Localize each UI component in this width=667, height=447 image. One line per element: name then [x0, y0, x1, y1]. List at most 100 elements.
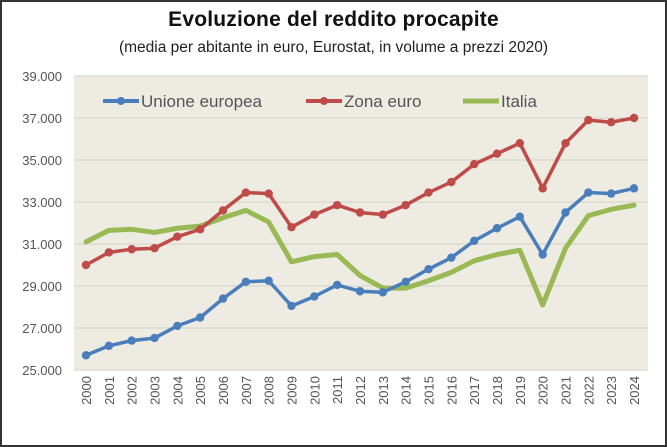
data-point — [355, 287, 365, 296]
data-point — [561, 208, 570, 217]
chart-subtitle: (media per abitante in euro, Eurostat, i… — [118, 39, 549, 56]
data-point — [401, 200, 410, 210]
data-point — [447, 253, 456, 262]
data-point — [218, 294, 228, 303]
x-tick-label: 2005 — [193, 376, 208, 405]
x-tick-label: 2004 — [170, 376, 185, 405]
y-tick-label: 25.000 — [22, 363, 62, 378]
data-point — [264, 189, 273, 198]
x-tick-label: 2016 — [444, 376, 459, 405]
data-point — [606, 189, 616, 198]
data-point — [538, 184, 547, 193]
data-point — [469, 236, 479, 246]
series-italia — [83, 202, 637, 308]
series-unione-europea — [81, 184, 639, 360]
chart-title: Evoluzione del reddito procapite — [168, 8, 499, 31]
data-point — [310, 292, 319, 301]
data-point — [629, 184, 639, 193]
data-point — [264, 276, 273, 285]
x-tick-label: 2012 — [353, 376, 368, 405]
data-point — [561, 139, 570, 148]
legend-item-unione-europea: Unione europea — [103, 92, 263, 111]
data-point — [127, 245, 136, 254]
data-point — [492, 224, 502, 233]
x-axis: 2000 2001 2002 2003 2004 2005 2006 2007 2008 2009… — [79, 376, 642, 405]
x-tick-label: 2010 — [307, 376, 322, 405]
x-tick-label: 2024 — [627, 376, 642, 405]
y-tick-label: 27.000 — [22, 321, 62, 336]
y-tick-label: 29.000 — [22, 279, 62, 294]
x-tick-label: 2006 — [216, 376, 231, 405]
data-point — [81, 351, 91, 360]
data-point — [332, 280, 342, 290]
x-tick-label: 2023 — [604, 376, 619, 405]
data-point — [401, 277, 410, 286]
data-point — [378, 210, 388, 219]
x-tick-label: 2020 — [536, 376, 551, 405]
y-tick-label: 35.000 — [22, 153, 62, 168]
data-point — [584, 115, 593, 125]
data-point — [378, 288, 388, 297]
x-tick-label: 2001 — [102, 376, 117, 405]
data-point — [218, 206, 228, 215]
x-tick-label: 2015 — [422, 376, 437, 405]
data-point — [469, 160, 479, 169]
data-point — [287, 223, 296, 232]
data-point — [584, 188, 593, 197]
x-tick-label: 2017 — [467, 376, 482, 405]
x-tick-label: 2003 — [148, 376, 163, 405]
data-point — [150, 244, 159, 253]
data-point — [241, 277, 251, 286]
data-point — [447, 177, 456, 187]
data-point — [173, 232, 182, 241]
x-tick-label: 2014 — [399, 376, 414, 405]
x-tick-label: 2009 — [285, 376, 300, 405]
legend: Unione europea Zona euro Italia — [103, 92, 537, 111]
legend-label: Italia — [501, 92, 537, 111]
data-point — [195, 313, 205, 322]
x-tick-label: 2022 — [581, 376, 596, 405]
x-tick-label: 2013 — [376, 376, 391, 405]
legend-item-italia: Italia — [463, 92, 537, 111]
data-point — [629, 113, 639, 123]
y-axis: 25.000 27.000 29.000 31.000 33.000 35.000 37.0… — [22, 69, 62, 378]
legend-label: Zona euro — [344, 92, 422, 111]
data-point — [173, 321, 182, 331]
data-point — [241, 188, 251, 197]
x-tick-label: 2019 — [513, 376, 528, 405]
data-point — [355, 208, 365, 217]
y-tick-label: 37.000 — [22, 111, 62, 126]
y-tick-label: 31.000 — [22, 237, 62, 252]
data-point — [332, 200, 342, 210]
y-tick-label: 39.000 — [22, 69, 62, 84]
data-point — [606, 118, 616, 127]
series-line-italia — [83, 202, 637, 308]
data-point — [515, 139, 525, 148]
x-tick-label: 2021 — [559, 376, 574, 405]
x-tick-label: 2008 — [262, 376, 277, 405]
data-point — [287, 301, 296, 311]
data-point — [515, 212, 525, 221]
data-point — [424, 265, 433, 274]
data-point — [104, 341, 114, 351]
series-lines — [81, 113, 639, 360]
data-point — [104, 248, 114, 257]
data-point — [127, 336, 136, 345]
data-point — [81, 260, 91, 270]
legend-marker — [320, 97, 328, 105]
data-point — [310, 210, 319, 219]
legend-marker — [117, 97, 125, 105]
x-tick-label: 2018 — [490, 376, 505, 405]
data-point — [150, 333, 159, 343]
gridlines — [74, 75, 648, 371]
x-tick-label: 2011 — [330, 376, 345, 404]
data-point — [538, 250, 547, 259]
data-point — [424, 188, 433, 197]
data-point — [492, 149, 502, 158]
data-point — [195, 225, 205, 234]
x-tick-label: 2002 — [125, 376, 140, 405]
x-tick-label: 2000 — [79, 376, 94, 405]
legend-item-zona-euro: Zona euro — [306, 92, 422, 111]
plot-area — [74, 76, 648, 370]
